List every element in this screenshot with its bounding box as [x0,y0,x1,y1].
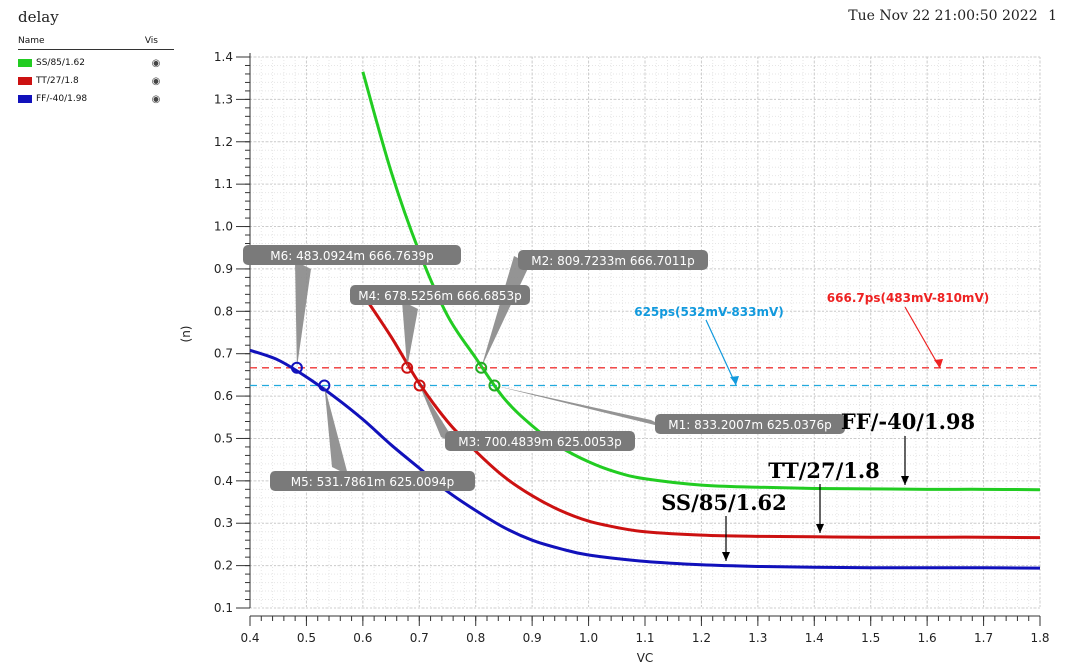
legend-swatch [18,95,32,103]
legend-item-ss[interactable]: SS/85/1.62 ◉ [18,54,174,72]
y-tick-label: 0.1 [214,601,233,615]
marker-pointer [481,256,530,368]
y-tick-label: 0.6 [214,389,233,403]
series-line-tt [361,293,1041,540]
y-tick-label: 1.2 [214,135,233,149]
curve-label-arrowhead [722,552,730,561]
marker-callout-box [445,431,635,451]
legend-item-label: FF/-40/1.98 [36,94,88,104]
curve-label: SS/85/1.62 [661,490,787,515]
marker-point [475,361,488,374]
timestamp: Tue Nov 22 21:00:50 2022 1 [848,8,1057,24]
legend-col-name: Name [18,36,45,46]
annotation-arrow [904,306,941,369]
marker-callout-box [243,245,461,265]
x-tick-label: 1.4 [805,631,824,645]
eye-icon[interactable]: ◉ [151,93,161,105]
marker-callout-box [350,285,530,305]
y-tick-label: 0.4 [214,474,233,488]
marker-callout-box [518,250,708,270]
y-tick-label: 1.0 [214,220,233,234]
curve-label: TT/27/1.8 [768,458,880,483]
y-tick-label: 0.2 [214,559,233,573]
series-line-ss [361,71,1041,492]
y-tick-label: 0.9 [214,262,233,276]
marker-callout-box [270,471,475,491]
legend-panel: Name Vis SS/85/1.62 ◉ TT/27/1.8 ◉ FF/-40… [18,36,174,108]
marker-pointer [324,385,348,475]
x-tick-label: 1.7 [974,631,993,645]
annotation-label: 625ps(532mV-833mV) [634,305,784,319]
x-tick-label: 1.1 [635,631,654,645]
marker-label: M3: 700.4839m 625.0053p [458,435,621,449]
marker-label: M6: 483.0924m 666.7639p [270,249,433,263]
marker-pointer [494,385,667,428]
curve-label-arrowhead [901,476,909,485]
annotation-label: 666.7ps(483mV-810mV) [827,291,989,305]
y-axis-title: (n) [179,326,193,343]
marker-callout-box [655,414,845,434]
legend-item-label: SS/85/1.62 [36,58,85,68]
x-tick-label: 1.3 [748,631,767,645]
y-tick-label: 1.3 [214,92,233,106]
marker-point [401,361,414,374]
marker-label: M2: 809.7233m 666.7011p [531,254,694,268]
marker-label: M1: 833.2007m 625.0376p [668,418,831,432]
x-tick-label: 1.6 [918,631,937,645]
marker-point [290,361,303,374]
x-axis-title: VC [637,651,654,665]
marker-pointer [295,261,311,368]
annotation-arrow [705,319,737,386]
y-tick-label: 0.8 [214,304,233,318]
annotation-arrowhead [934,359,943,368]
legend-col-vis: Vis [144,36,158,46]
x-tick-label: 1.8 [1030,631,1049,645]
curve-label: FF/-40/1.98 [841,409,975,434]
x-tick-label: 0.5 [297,631,316,645]
legend-swatch [18,77,32,85]
marker-pointer [402,301,418,368]
x-tick-label: 0.6 [353,631,372,645]
annotation-arrowhead [730,376,739,385]
legend-swatch [18,59,32,67]
legend-header: Name Vis [18,36,174,50]
legend-item-label: TT/27/1.8 [36,76,79,86]
x-tick-label: 0.7 [410,631,429,645]
x-tick-label: 0.9 [523,631,542,645]
marker-label: M5: 531.7861m 625.0094p [291,475,454,489]
x-tick-label: 1.0 [579,631,598,645]
y-tick-label: 0.5 [214,431,233,445]
marker-point [413,379,426,392]
y-tick-label: 0.7 [214,347,233,361]
x-tick-label: 1.5 [861,631,880,645]
marker-pointer [419,385,457,445]
y-tick-label: 1.1 [214,177,233,191]
x-tick-label: 0.4 [240,631,259,645]
chart-title: delay [18,8,59,26]
eye-icon[interactable]: ◉ [151,75,161,87]
curve-label-arrowhead [816,524,824,533]
legend-item-tt[interactable]: TT/27/1.8 ◉ [18,72,174,90]
marker-point [488,379,501,392]
x-tick-label: 0.8 [466,631,485,645]
timestamp-text: Tue Nov 22 21:00:50 2022 [848,8,1038,24]
series-line-ff [249,348,1041,570]
x-tick-label: 1.2 [692,631,711,645]
y-tick-label: 0.3 [214,516,233,530]
y-tick-label: 1.4 [214,50,233,64]
page-number: 1 [1048,8,1057,24]
marker-point [318,379,331,392]
eye-icon[interactable]: ◉ [151,57,161,69]
legend-item-ff[interactable]: FF/-40/1.98 ◉ [18,90,174,108]
marker-label: M4: 678.5256m 666.6853p [358,289,521,303]
